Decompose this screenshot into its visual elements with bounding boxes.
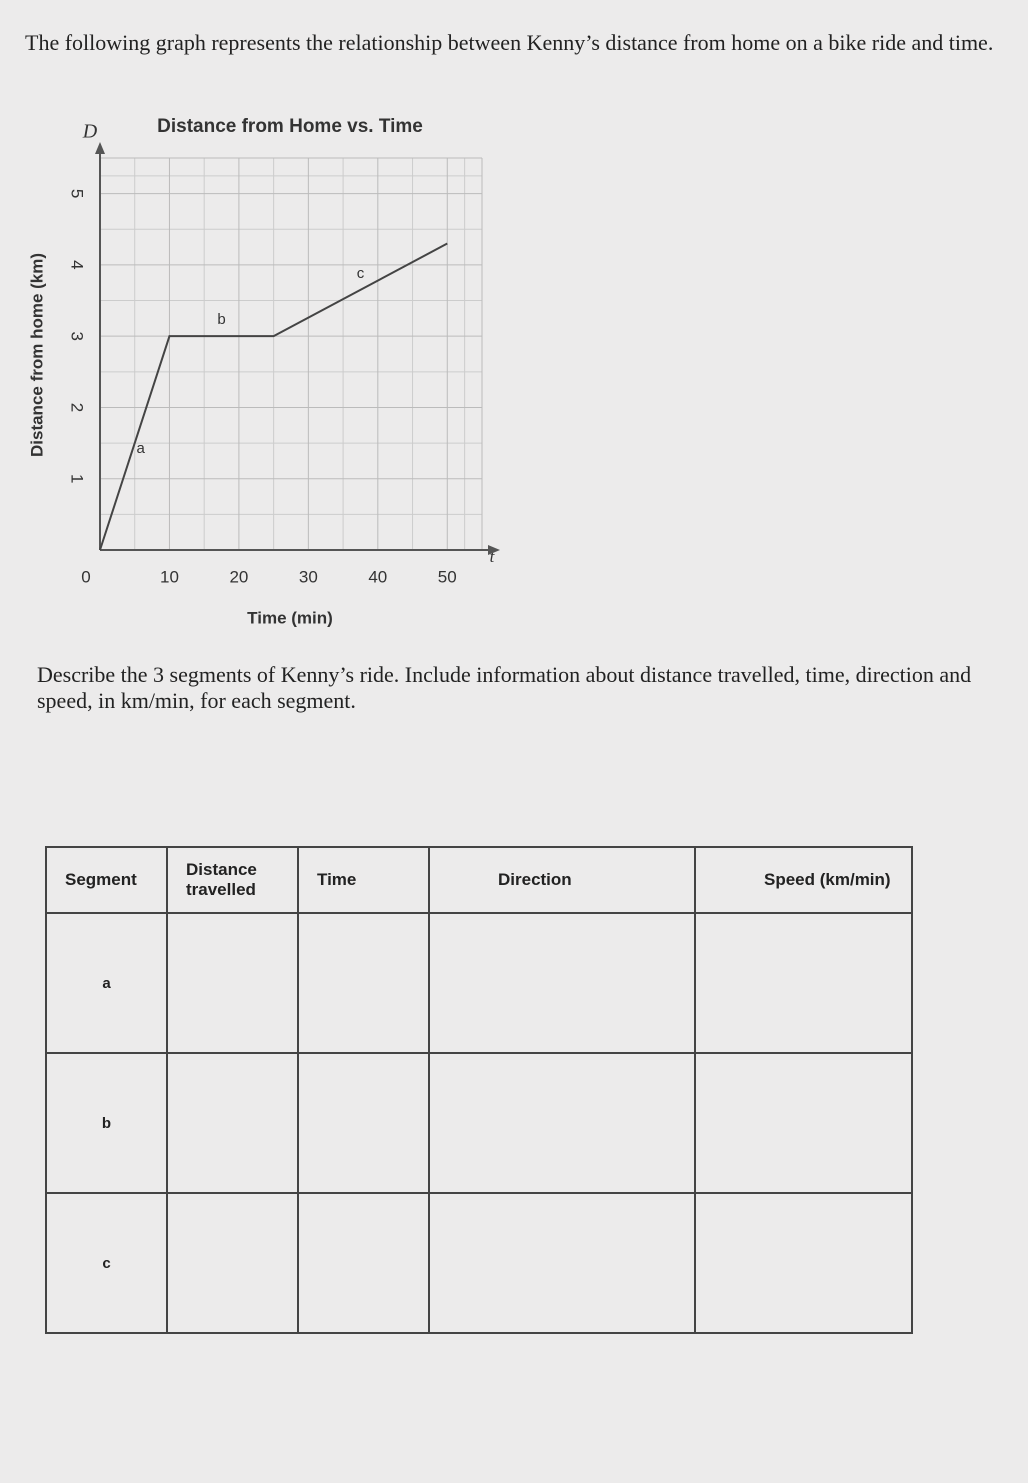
- chart-title: Distance from Home vs. Time: [157, 116, 423, 137]
- x-arrow: [488, 545, 500, 555]
- segment-label: a: [137, 440, 146, 457]
- header-cell: Distance travelled: [166, 846, 299, 914]
- x-tick-label: 10: [160, 567, 179, 586]
- header-cell: Speed (km/min): [694, 846, 913, 914]
- y-tick-label: 3: [68, 331, 87, 340]
- segment-cell: c: [45, 1192, 168, 1334]
- x-tick-label: 0: [81, 567, 90, 586]
- header-cell: Direction: [428, 846, 696, 914]
- chart: Distance from Home vs. Time D t Time (mi…: [27, 116, 500, 627]
- x-tick-label: 50: [438, 567, 457, 586]
- segment-label: c: [357, 265, 365, 282]
- segment-cell: a: [45, 912, 168, 1054]
- segment-label: b: [217, 311, 225, 328]
- x-axis-label: Time (min): [247, 608, 333, 627]
- answer-table: Segment Distance travelled Time Directio…: [45, 846, 913, 1334]
- header-cell: Time: [297, 846, 430, 914]
- y-arrow: [95, 142, 105, 154]
- header-cell: Segment: [45, 846, 168, 914]
- x-axis-symbol: t: [490, 547, 496, 566]
- segment-cell: b: [45, 1052, 168, 1194]
- x-tick-label: 30: [299, 567, 318, 586]
- y-tick-label: 5: [68, 189, 87, 198]
- x-tick-label: 40: [368, 567, 387, 586]
- question: Describe the 3 segments of Kenny’s ride.…: [37, 662, 972, 713]
- y-axis-symbol: D: [82, 121, 98, 143]
- x-tick-label: 20: [229, 567, 248, 586]
- y-tick-label: 1: [68, 474, 87, 483]
- y-axis-label: Distance from home (km): [27, 253, 46, 457]
- intro: The following graph represents the relat…: [25, 30, 994, 55]
- y-tick-label: 2: [68, 403, 87, 412]
- data-line: [99, 242, 448, 551]
- y-tick-label: 4: [68, 260, 87, 269]
